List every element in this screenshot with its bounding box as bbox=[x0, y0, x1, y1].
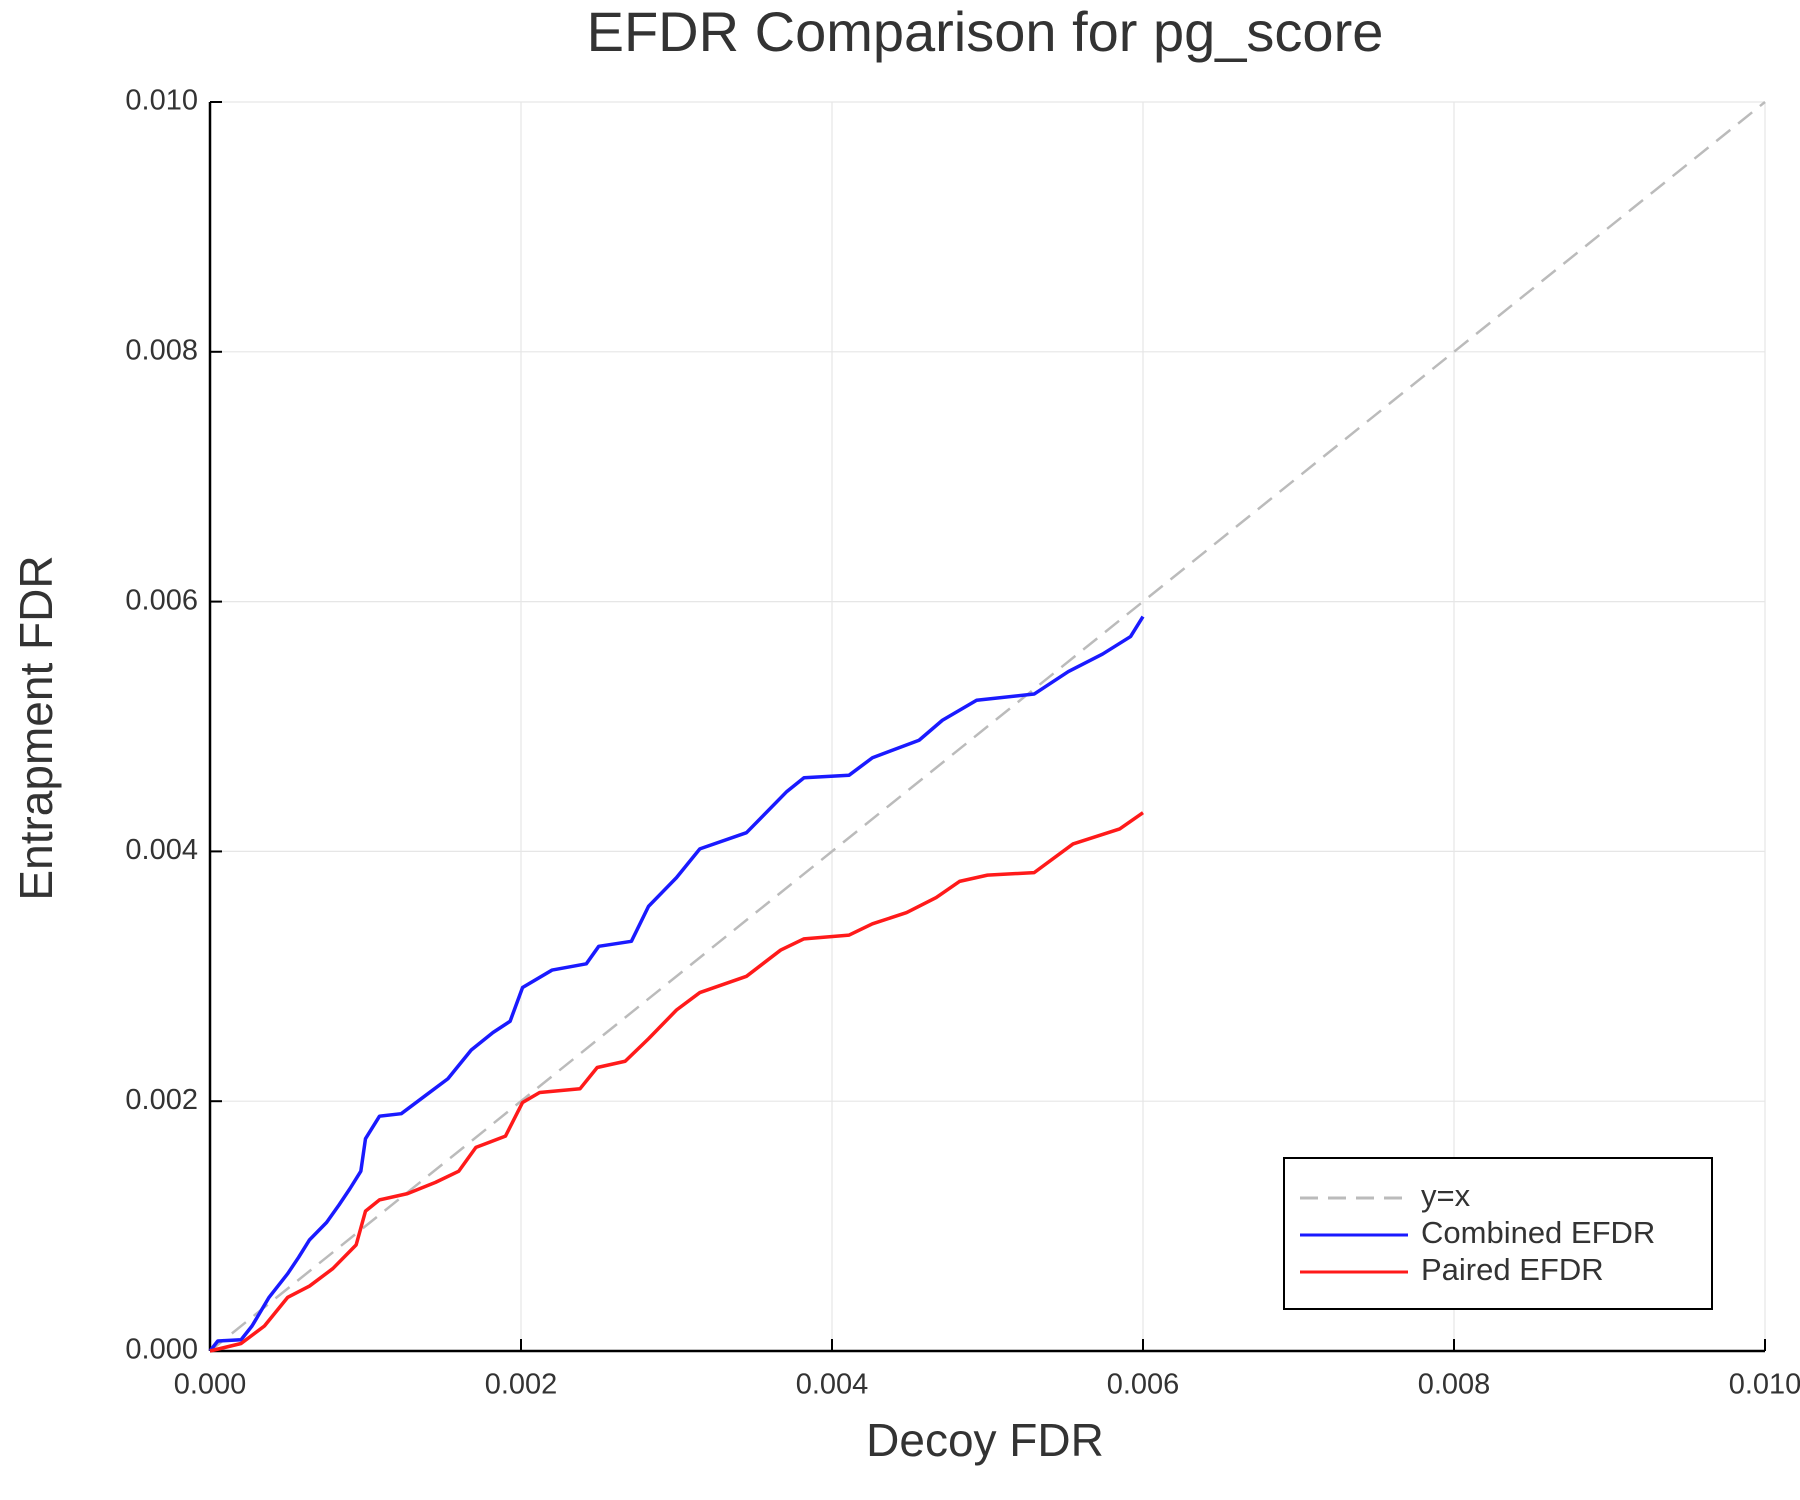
y-tick-label: 0.004 bbox=[125, 834, 198, 866]
x-tick-label: 0.006 bbox=[1107, 1369, 1180, 1401]
legend-label: Combined EFDR bbox=[1421, 1215, 1655, 1250]
x-tick-label: 0.000 bbox=[174, 1369, 247, 1401]
x-axis-label: Decoy FDR bbox=[866, 1414, 1104, 1466]
x-tick-label: 0.004 bbox=[796, 1369, 869, 1401]
chart-title: EFDR Comparison for pg_score bbox=[587, 0, 1384, 63]
y-tick-label: 0.000 bbox=[125, 1334, 198, 1366]
x-tick-label: 0.010 bbox=[1729, 1369, 1800, 1401]
series-line bbox=[209, 811, 1144, 1353]
legend-label: y=x bbox=[1421, 1178, 1471, 1213]
x-tick-label: 0.008 bbox=[1418, 1369, 1491, 1401]
y-tick-label: 0.008 bbox=[125, 334, 198, 366]
legend-label: Paired EFDR bbox=[1421, 1252, 1604, 1287]
series-line bbox=[209, 101, 1766, 1352]
y-tick-label: 0.002 bbox=[125, 1084, 198, 1116]
y-tick-label: 0.010 bbox=[125, 85, 198, 117]
series-line bbox=[208, 615, 1145, 1353]
y-tick-label: 0.006 bbox=[125, 584, 198, 616]
x-tick-label: 0.002 bbox=[485, 1369, 558, 1401]
y-axis-label: Entrapment FDR bbox=[10, 555, 62, 900]
